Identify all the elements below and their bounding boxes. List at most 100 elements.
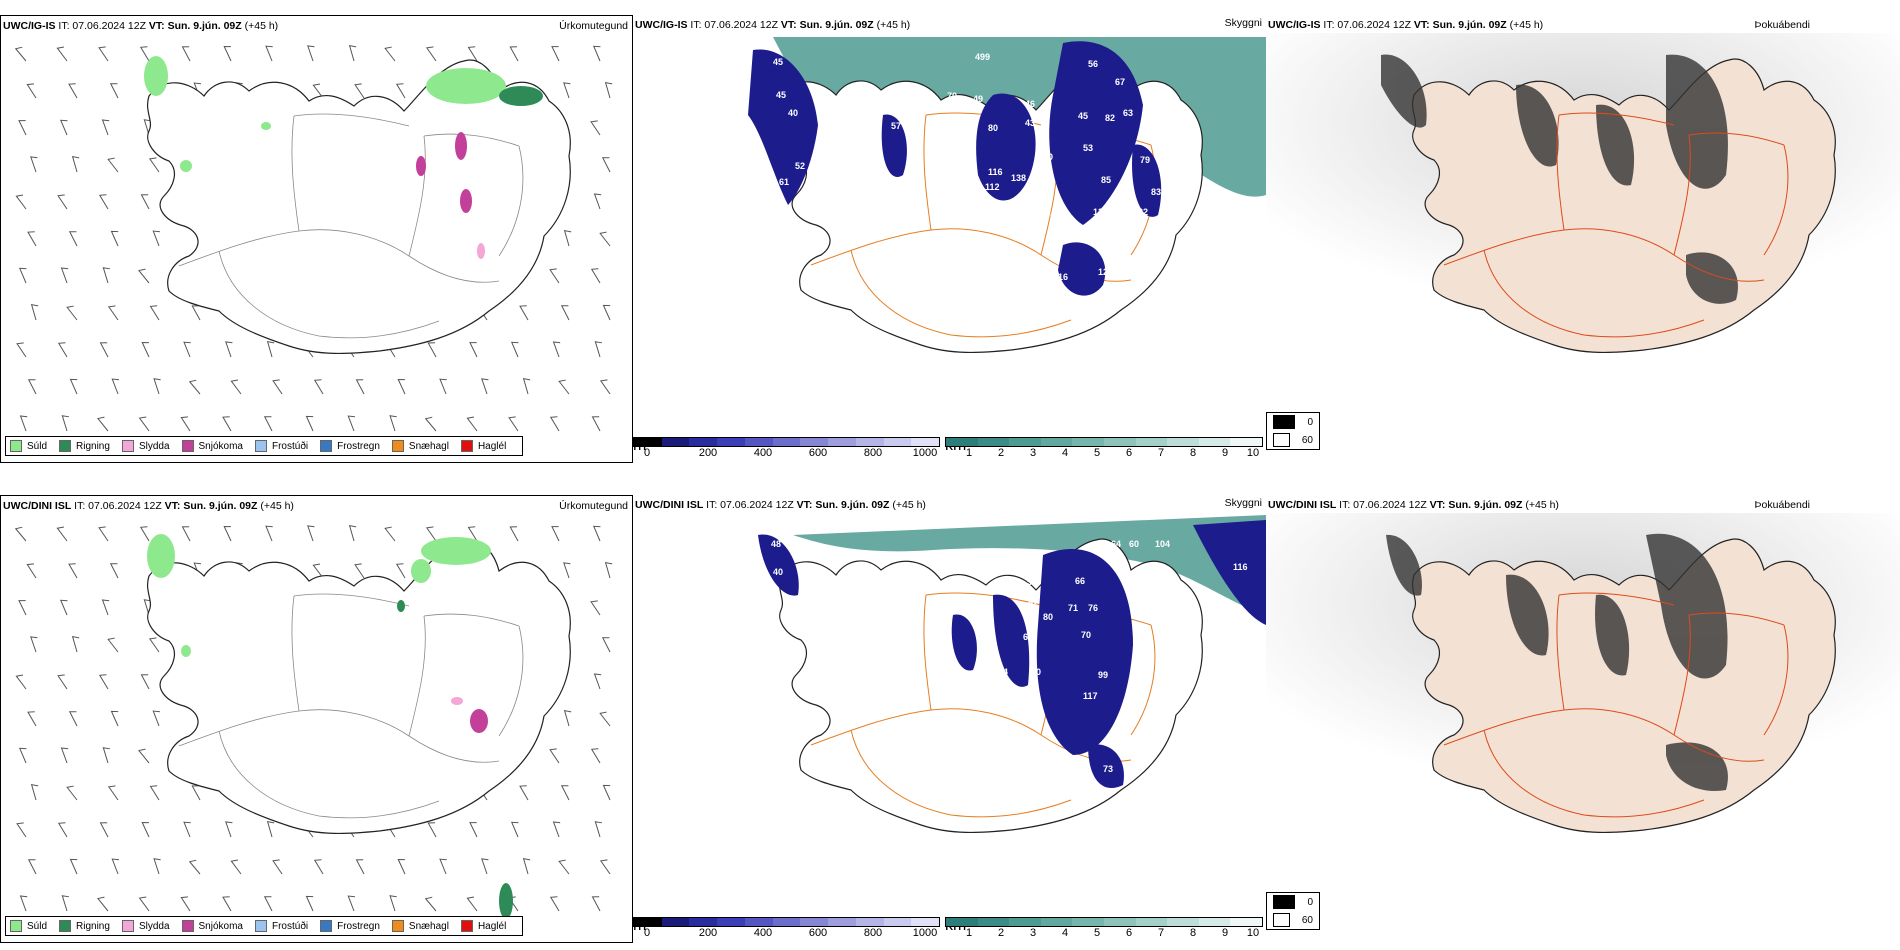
legend-item: Snæhagl [391,440,449,452]
param-name: Skyggni [1224,497,1262,509]
wind-barb [519,785,529,801]
wind-barb [30,636,38,653]
wind-barb [549,896,560,912]
wind-barb [61,415,70,432]
wind-barb [15,674,27,690]
wind-barb [57,674,68,690]
legend-item: Snjókoma [181,440,243,452]
wind-barb [98,46,109,62]
wind-barb [19,415,28,432]
wind-barb [138,896,150,912]
wind-barb [68,231,78,247]
legend-swatch [391,440,404,452]
cloud-label: 112 [985,182,1000,192]
cloud-labels: 48 40 55 53 52 80 66 71 76 70 62 80 99 9… [771,539,1248,774]
cloud-label: 48 [771,539,781,549]
wind-barb [439,378,447,395]
legend-swatch [460,920,473,932]
cloud-label: 79 [1118,259,1128,269]
wind-barb [140,674,150,690]
wind-barb [141,821,150,838]
wind-barb [18,120,27,136]
wind-barb [354,563,365,579]
wind-barb [56,46,68,62]
wind-barb [601,157,611,173]
wind-barb [397,858,406,875]
cloud-label: 171 [885,699,900,709]
cloud-label: 52 [795,161,805,171]
wind-barb [107,637,119,653]
wind-barb [466,896,478,912]
panel-title: UWC/IG-IS IT: 07.06.2024 12Z VT: Sun. 9.… [1268,19,1544,31]
wind-barb [222,416,232,432]
wind-barb [30,783,39,801]
wind-barb [266,340,275,358]
wind-barb [188,859,201,875]
wind-barb [469,342,478,358]
wind-barb [152,710,160,727]
wind-barb [563,229,572,247]
legend-item: Slydda [121,920,170,932]
legend-item: Snæhagl [391,920,449,932]
wind-barb [522,377,531,395]
iceland-cloud-map: 45 45 40 52 61 57 70 49 80 46 43 56 67 4… [748,37,1266,354]
cloud-label: 104 [1155,539,1170,549]
wind-barb [99,822,109,838]
wind-barb [509,46,519,62]
wind-barb [69,378,78,395]
cloud-label: 40 [788,108,798,118]
wind-barb [223,525,232,542]
wind-barb [107,785,119,801]
cloud-label: 132 [1133,207,1148,217]
wind-barb [18,267,27,284]
wind-barb [594,341,603,358]
wind-barb [230,859,242,875]
wind-barb [149,785,160,801]
wind-barb [138,748,150,764]
wind-barb [57,822,68,838]
cloud-label: 57 [891,121,901,131]
wind-barb [188,379,201,395]
low-cloud-areas [758,534,1133,789]
wind-barb [467,46,478,62]
wind-barb [191,785,201,801]
cloud-label: 53 [1083,143,1093,153]
wind-barb [225,341,233,358]
cloud-label: 106 [968,672,983,682]
wind-barb [263,416,273,432]
wind-barb [389,895,397,912]
wind-barb [109,83,119,99]
legend-swatch [1273,415,1296,429]
wind-barb [225,821,233,838]
wind-barb [592,45,601,62]
wind-barb [354,83,365,99]
legend-swatch [460,440,473,452]
wind-barb [110,710,119,727]
iceland-precip-map [14,524,613,919]
wind-barb [68,563,78,579]
wind-barb [14,526,27,542]
wind-barb [16,342,27,358]
wind-barb [590,120,601,136]
cloud-colorbar: m 0 200 400 600 800 1000 [633,437,940,463]
wind-barb [183,341,191,358]
wind-barb [602,784,611,801]
legend-item: Haglél [460,440,506,452]
wind-barb [604,561,613,579]
legend-item: Súld [10,440,47,452]
wind-barb [355,379,365,395]
fog-panel-row1: UWC/IG-IS IT: 07.06.2024 12Z VT: Sun. 9.… [1266,15,1900,463]
wind-barb [60,747,69,764]
wind-barb [180,896,191,912]
wind-barb [183,821,191,838]
sea-fog-area [793,515,1266,615]
wind-barb [593,673,602,690]
precip-legend: Súld Rigning Slydda Snjókoma Frostúði Fr… [5,916,524,936]
wind-barb [98,526,109,542]
wind-barb [522,857,531,875]
cloud-label: 40 [773,567,783,577]
wind-barb [57,194,68,210]
panel-title: UWC/DINI ISL IT: 07.06.2024 12Z VT: Sun.… [3,500,294,512]
wind-barb [397,378,406,395]
legend-swatch [1273,895,1296,909]
